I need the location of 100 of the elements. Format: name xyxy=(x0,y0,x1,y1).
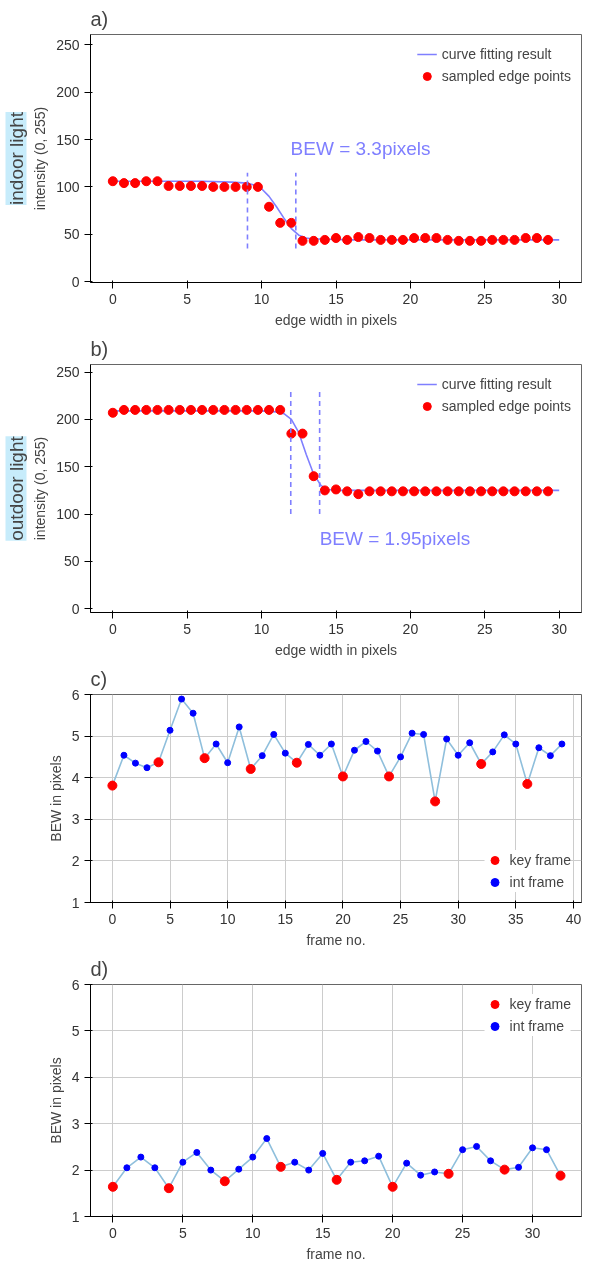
y-tick-label: 4 xyxy=(71,1069,80,1086)
point xyxy=(331,484,341,495)
text: indoor light xyxy=(5,111,27,205)
point xyxy=(207,1166,215,1174)
point xyxy=(107,1181,118,1192)
point xyxy=(443,1168,454,1179)
y-tick-label: 1 xyxy=(71,1208,80,1225)
point xyxy=(408,729,416,737)
point xyxy=(403,1159,411,1167)
point xyxy=(520,233,531,243)
point xyxy=(249,1153,257,1161)
point xyxy=(264,201,275,212)
point xyxy=(375,1152,383,1160)
point xyxy=(327,740,335,748)
point xyxy=(555,1170,566,1181)
point xyxy=(454,751,462,759)
x-tick-label: 25 xyxy=(454,1224,471,1241)
point xyxy=(130,178,141,189)
point xyxy=(466,739,474,747)
point xyxy=(347,1158,355,1166)
x-tick-label: 0 xyxy=(108,290,117,307)
point xyxy=(319,1149,327,1157)
point xyxy=(235,1165,243,1173)
x-axis-title: frame no. xyxy=(306,931,366,948)
point xyxy=(476,758,487,769)
x-tick-label: 30 xyxy=(450,910,467,927)
point xyxy=(500,731,508,739)
point xyxy=(364,233,375,243)
x-tick-label: 35 xyxy=(508,910,524,927)
point xyxy=(174,180,185,191)
chart-title: d) xyxy=(90,957,109,980)
y-axis-title: BEW in pixels xyxy=(47,1057,64,1144)
x-tick-label: 15 xyxy=(328,290,344,307)
point xyxy=(118,178,129,189)
point xyxy=(163,1183,174,1194)
point xyxy=(275,217,286,228)
y-tick-label: 50 xyxy=(63,553,80,570)
point xyxy=(212,740,220,748)
x-axis-title: edge width in pixels xyxy=(274,311,398,328)
point xyxy=(373,747,381,755)
y-tick-label: 100 xyxy=(56,178,80,195)
point xyxy=(442,486,453,497)
point xyxy=(331,1174,342,1185)
point xyxy=(375,486,386,497)
point xyxy=(384,771,395,782)
point xyxy=(546,752,554,760)
point xyxy=(397,234,408,245)
point xyxy=(442,234,453,245)
y-tick-label: 0 xyxy=(71,600,80,617)
x-tick-label: 25 xyxy=(392,910,409,927)
point xyxy=(364,486,375,497)
point xyxy=(224,759,232,767)
point xyxy=(331,233,341,243)
point xyxy=(420,730,428,738)
point xyxy=(219,181,230,192)
point xyxy=(543,1146,551,1154)
y-tick-label: 250 xyxy=(56,36,80,53)
x-tick-label: 10 xyxy=(253,290,270,307)
point xyxy=(531,233,542,243)
legend-label: key frame xyxy=(509,996,571,1012)
x-tick-label: 10 xyxy=(244,1224,261,1241)
y-tick-label: 150 xyxy=(56,131,80,148)
point xyxy=(263,1135,271,1143)
point xyxy=(487,486,498,497)
legend-label: int frame xyxy=(509,874,564,890)
x-tick-label: 25 xyxy=(477,290,493,307)
x-tick-label: 10 xyxy=(253,620,270,637)
x-tick-label: 5 xyxy=(166,910,175,927)
point xyxy=(131,759,139,767)
point xyxy=(137,1153,145,1161)
point xyxy=(297,428,308,439)
point xyxy=(543,234,554,245)
point xyxy=(529,1144,537,1152)
point xyxy=(319,234,330,245)
point xyxy=(270,730,278,738)
x-axis-title: edge width in pixels xyxy=(274,641,398,658)
point xyxy=(107,780,118,791)
legend-label: key frame xyxy=(509,852,571,868)
point xyxy=(535,744,543,752)
y-axis-title: intensity (0, 255) xyxy=(32,106,49,211)
point xyxy=(107,407,118,418)
point xyxy=(515,1163,523,1171)
point xyxy=(522,778,533,789)
point xyxy=(520,486,531,497)
point xyxy=(208,181,219,192)
point xyxy=(174,404,185,415)
point xyxy=(443,735,451,743)
x-tick-label: 20 xyxy=(384,1224,401,1241)
point xyxy=(420,486,431,497)
point xyxy=(151,1164,159,1172)
point xyxy=(509,486,520,497)
point xyxy=(193,1148,201,1156)
point xyxy=(230,181,241,192)
point xyxy=(342,486,353,497)
y-tick-label: 6 xyxy=(71,976,80,993)
point xyxy=(197,404,208,415)
x-tick-label: 5 xyxy=(178,1224,187,1241)
legend-label: int frame xyxy=(509,1018,564,1034)
y-axis-title: BEW in pixels xyxy=(47,755,64,842)
point xyxy=(143,764,151,772)
